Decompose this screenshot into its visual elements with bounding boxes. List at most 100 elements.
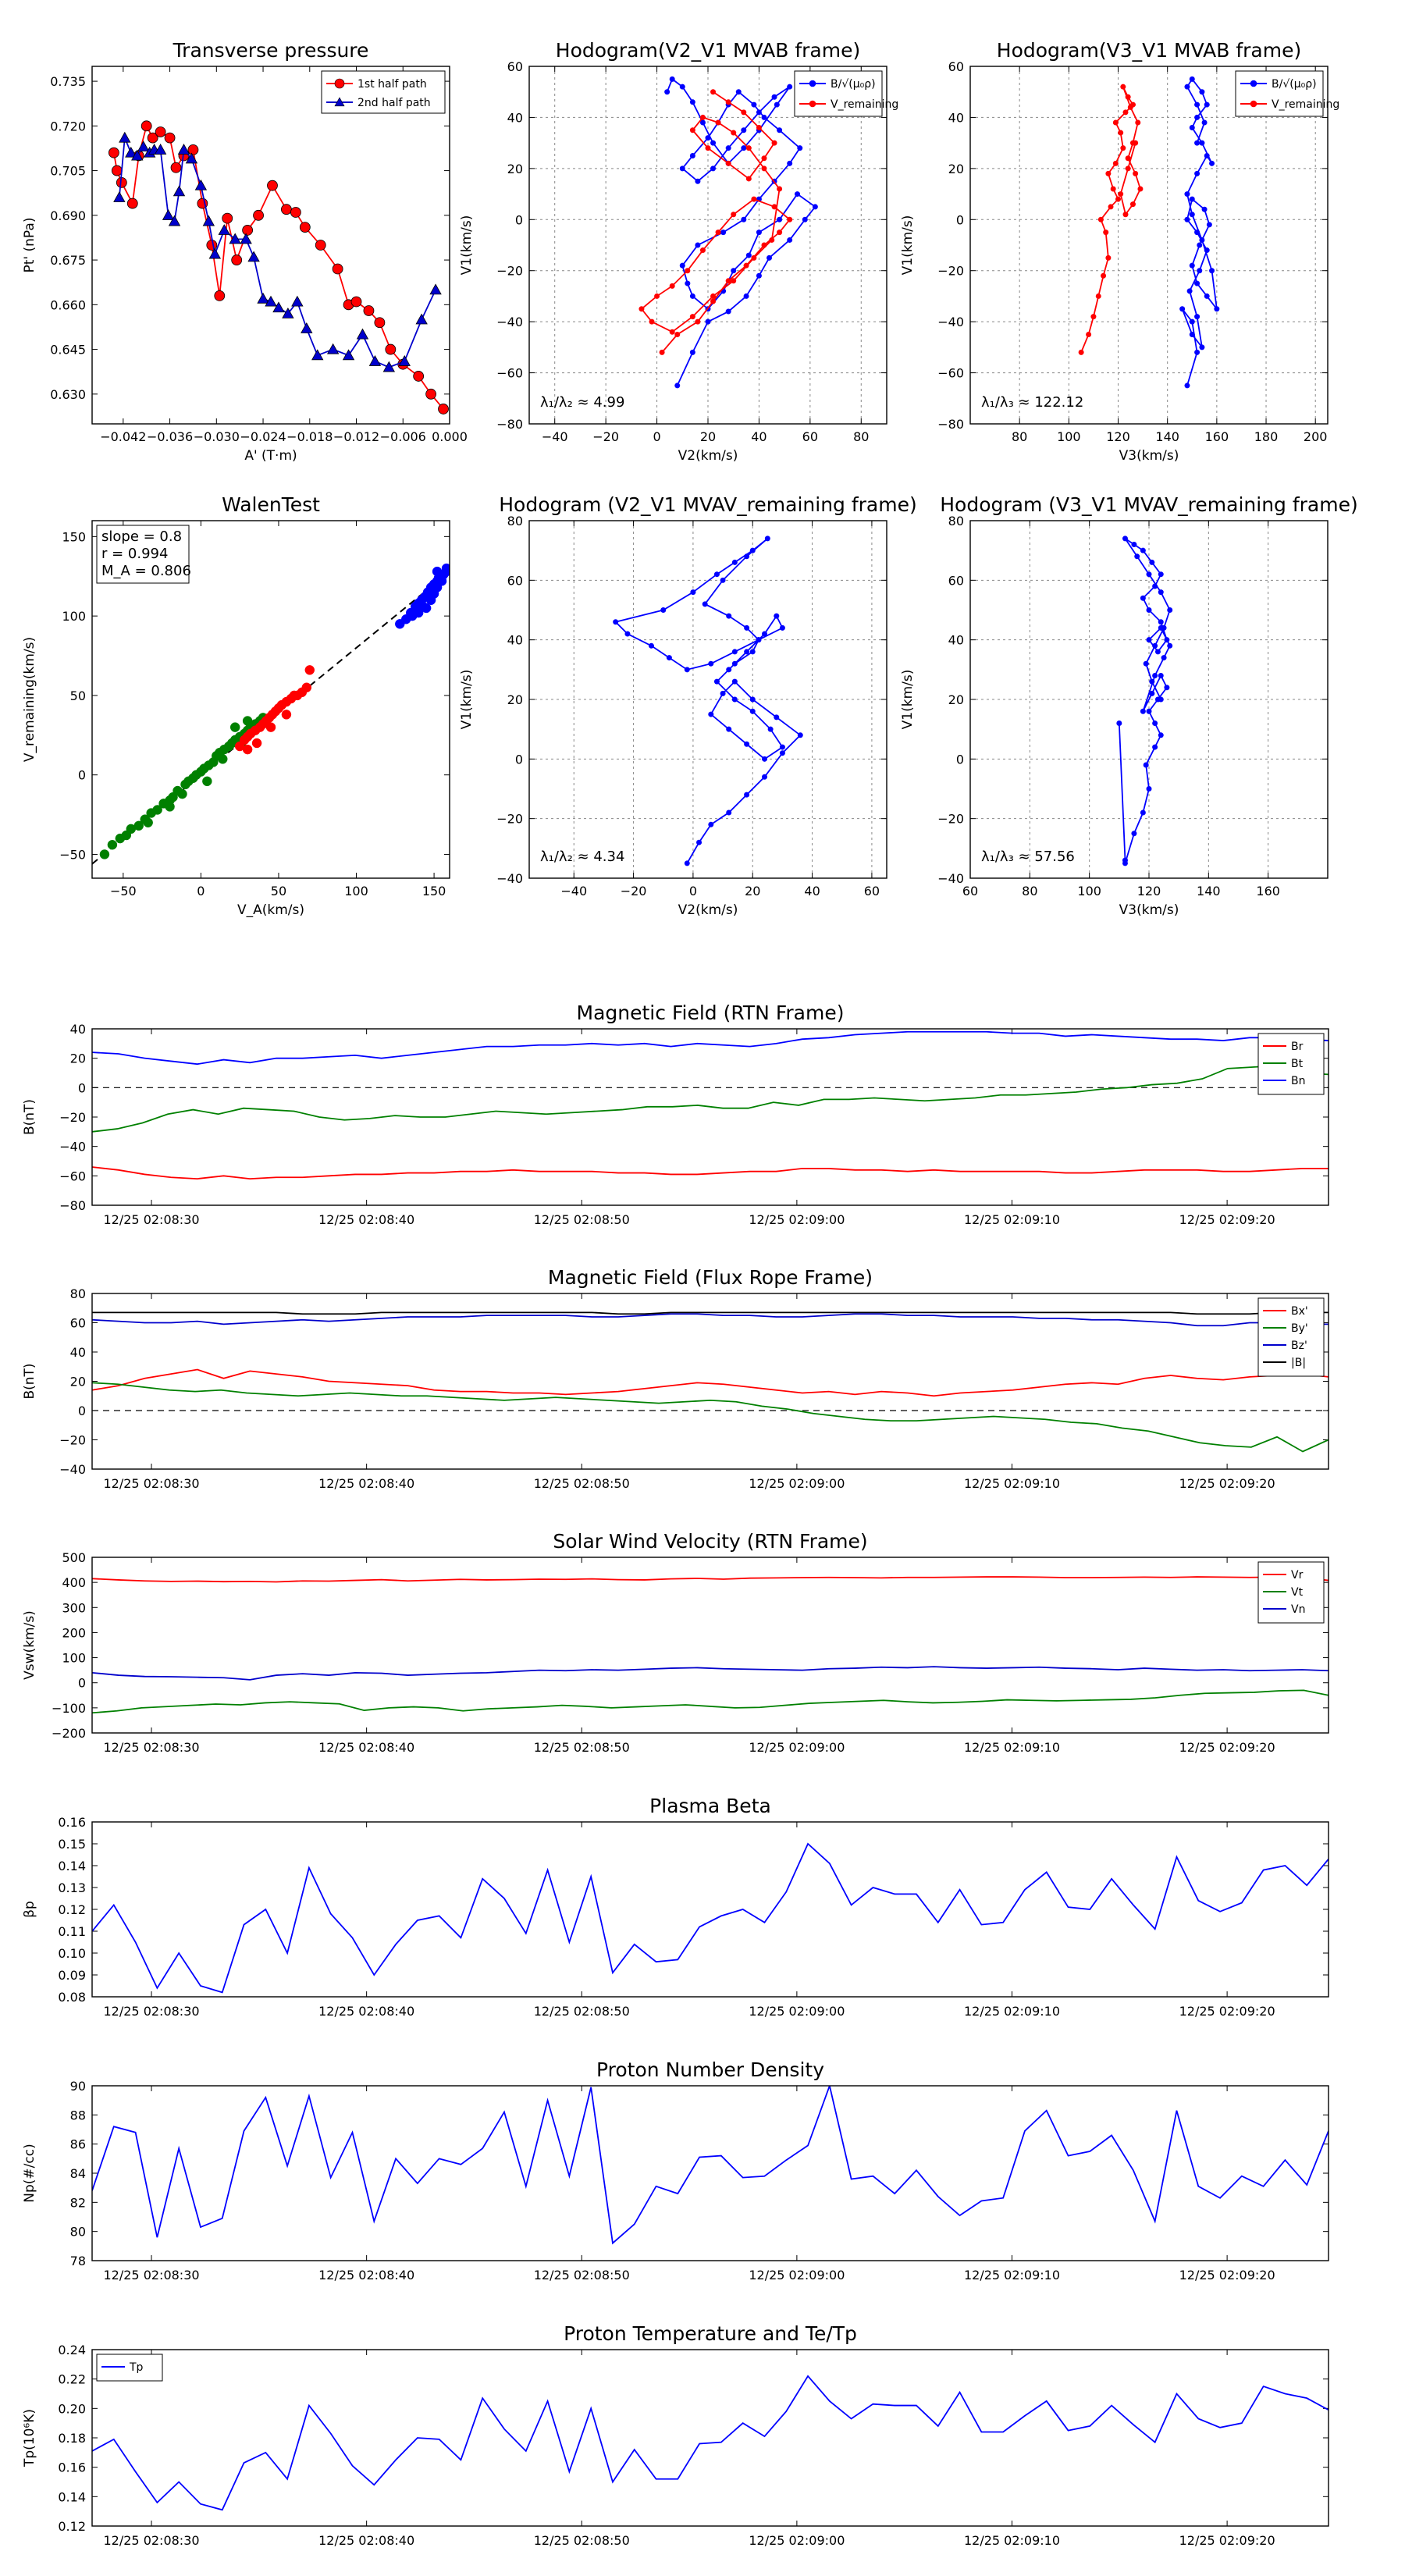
time-tick-label: 12/25 02:09:10 (964, 1740, 1060, 1755)
series-line (92, 1166, 1329, 1180)
data-point (247, 251, 260, 262)
data-point (1086, 332, 1092, 337)
data-point (1110, 186, 1116, 192)
time-tick-label: 12/25 02:09:00 (749, 2004, 845, 2019)
legend-label: B/√(μ₀ρ) (1272, 78, 1317, 91)
data-point (764, 535, 770, 542)
y-tick-label: 20 (507, 162, 523, 176)
legend-label: 1st half path (357, 78, 427, 91)
legend-label: Bz' (1291, 1340, 1307, 1352)
x-tick-label: 20 (745, 884, 760, 898)
data-point (787, 216, 793, 222)
data-point (689, 349, 695, 355)
data-point (1152, 672, 1158, 678)
data-point (1120, 84, 1126, 90)
data-point (368, 355, 382, 366)
y-tick-label: −200 (52, 1726, 86, 1741)
data-point (374, 317, 386, 329)
plot-area (92, 1311, 1329, 1453)
time-tick-label: 12/25 02:08:50 (534, 1476, 630, 1491)
pb-frame (91, 1821, 1329, 1998)
data-point (332, 263, 343, 275)
data-point (1149, 559, 1155, 565)
data-point (1209, 268, 1215, 274)
data-point (762, 774, 768, 780)
y-tick-label: 0.645 (50, 343, 86, 358)
data-point (1158, 696, 1164, 703)
data-point (1146, 607, 1152, 613)
data-point (1158, 732, 1164, 738)
data-point (1133, 140, 1139, 146)
data-point (1137, 186, 1144, 192)
time-tick-label: 12/25 02:08:50 (534, 2533, 630, 2548)
data-point (229, 722, 240, 732)
data-point (218, 224, 230, 235)
x-tick-label: 60 (802, 429, 818, 444)
data-point (1164, 637, 1170, 643)
data-point (713, 678, 720, 685)
data-point (756, 109, 762, 116)
data-point (1146, 708, 1152, 714)
series-line (92, 1065, 1329, 1133)
data-point (767, 254, 773, 261)
data-point (741, 145, 747, 151)
data-point (425, 388, 437, 400)
plot-area (613, 535, 803, 866)
time-tick-label: 12/25 02:09:20 (1179, 2268, 1275, 2282)
data-point (756, 229, 762, 236)
plot-area (92, 2086, 1329, 2245)
legend-label: 2nd half path (357, 97, 431, 109)
data-point (1135, 119, 1141, 126)
data-point (812, 204, 818, 210)
data-point (1105, 170, 1112, 176)
data-point (1112, 160, 1119, 166)
x-tick-label: 40 (804, 884, 820, 898)
data-point (710, 293, 717, 299)
data-point (715, 229, 721, 236)
y-tick-label: 90 (70, 2079, 86, 2094)
data-point (731, 212, 737, 218)
time-tick-label: 12/25 02:09:10 (964, 2533, 1060, 2548)
data-point (1154, 649, 1161, 655)
data-point (725, 278, 731, 284)
data-point (771, 140, 777, 146)
data-point (1158, 571, 1164, 578)
time-tick-label: 12/25 02:08:50 (534, 2004, 630, 2019)
legend-label: B/√(μ₀ρ) (831, 78, 876, 91)
data-point (705, 145, 711, 151)
data-point (685, 280, 691, 286)
data-point (299, 222, 311, 233)
data-point (133, 820, 144, 831)
data-point (777, 186, 783, 192)
time-tick-label: 12/25 02:08:30 (104, 2004, 200, 2019)
data-point (744, 792, 750, 798)
data-point (1146, 637, 1152, 643)
plot-area (1078, 76, 1220, 389)
chart-title: Hodogram (V3_V1 MVAV_remaining frame) (940, 493, 1358, 516)
data-point (1204, 153, 1210, 158)
data-point (761, 155, 767, 162)
eigenvalue-ratio: λ₁/λ₂ ≈ 4.99 (540, 394, 624, 411)
chart-h2: 80 100 120 140 160 180 200 −80 −60 −40 −20 0 20 40 60 H… (900, 39, 1339, 464)
data-point (741, 216, 747, 222)
data-point (265, 295, 277, 307)
data-point (751, 254, 757, 261)
data-point (761, 242, 767, 248)
plot-background (92, 1293, 1329, 1469)
data-point (1131, 831, 1137, 837)
eigenvalue-ratio: λ₁/λ₃ ≈ 122.12 (981, 394, 1083, 411)
plot-background (92, 1557, 1329, 1733)
data-point (1197, 268, 1203, 274)
plot-area (92, 1576, 1329, 1714)
y-tick-label: −40 (59, 1462, 86, 1477)
chart-h4: 60 80 100 120 140 160−40−20020406080Hodogram … (900, 493, 1358, 918)
y-tick-label: −80 (937, 417, 964, 432)
y-tick-label: 80 (70, 1286, 86, 1301)
x-tick-label: 160 (1256, 884, 1280, 898)
time-tick-label: 12/25 02:09:00 (749, 2533, 845, 2548)
y-tick-label: 0.12 (58, 2519, 86, 2534)
data-point (660, 607, 667, 613)
data-point (398, 355, 411, 366)
data-point (731, 678, 738, 685)
data-point (1103, 229, 1109, 236)
